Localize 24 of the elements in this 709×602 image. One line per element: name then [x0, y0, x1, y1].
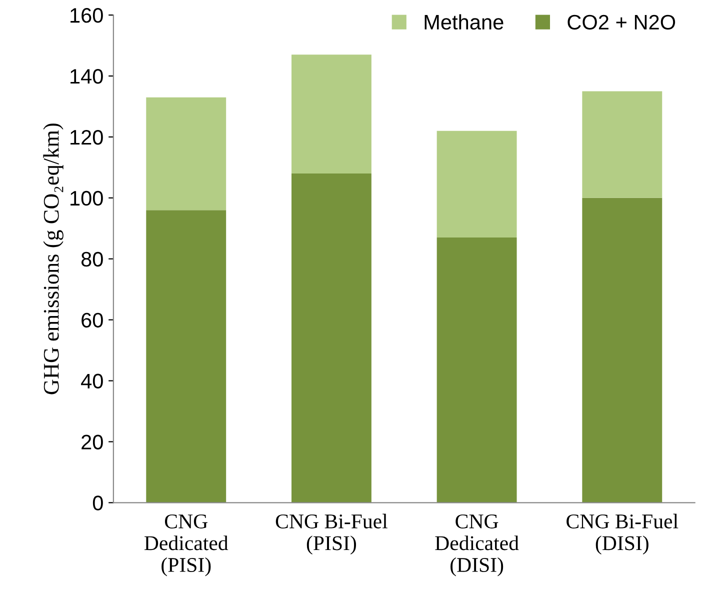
y-tick-label: 120 [70, 130, 103, 145]
y-axis-title: GHG emissions (g CO₂eq/km) [43, 124, 64, 394]
bar [146, 210, 226, 503]
y-tick-label: 0 [92, 496, 103, 510]
bar [582, 91, 662, 198]
legend-label: Methane [424, 14, 504, 30]
y-tick-label: 20 [82, 434, 103, 450]
y-tick-label: 80 [81, 252, 103, 267]
legend-label: CO2 + N2O [568, 14, 676, 30]
y-tick-label: 140 [70, 69, 103, 84]
bar [291, 174, 372, 503]
x-tick-label: CNG Dedicated (PISI) [144, 514, 228, 576]
bar [291, 54, 372, 174]
bar [436, 238, 517, 503]
bar [146, 97, 226, 210]
y-tick-label: 100 [70, 190, 103, 206]
x-tick-label: CNG Bi-Fuel (DISI) [566, 514, 678, 554]
bar [436, 130, 517, 238]
y-tick-label: 60 [82, 312, 103, 328]
y-tick-label: 160 [70, 8, 103, 23]
y-tick-label: 40 [81, 374, 103, 389]
x-tick-label: CNG Bi-Fuel (PISI) [276, 514, 388, 554]
bar [582, 198, 662, 503]
x-tick-label: CNG Dedicated (DISI) [435, 514, 519, 576]
